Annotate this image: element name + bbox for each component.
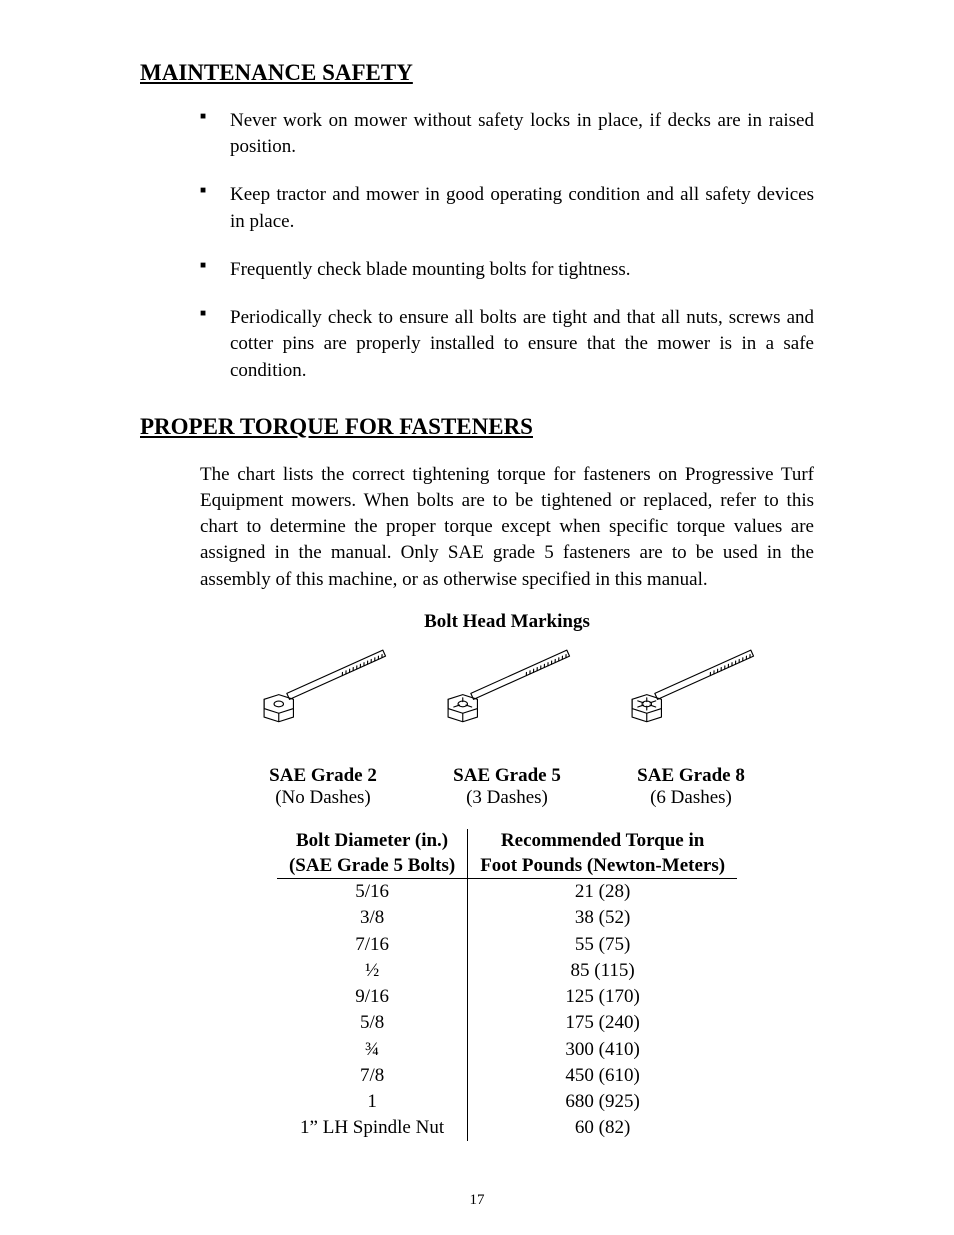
table-header-torque: Recommended Torque in Foot Pounds (Newto… (468, 829, 737, 879)
table-row: ½ 85 (115) (277, 958, 737, 984)
torque-table: Bolt Diameter (in.) (SAE Grade 5 Bolts) … (277, 829, 737, 1142)
bullet-item: Periodically check to ensure all bolts a… (200, 305, 814, 384)
cell-torque: 60 (82) (468, 1115, 737, 1141)
cell-torque: 680 (925) (468, 1089, 737, 1115)
table-row: 5/8 175 (240) (277, 1010, 737, 1036)
cell-diameter: 5/8 (277, 1010, 468, 1036)
bolt-grade-sublabel: (3 Dashes) (427, 787, 587, 809)
cell-diameter: 9/16 (277, 984, 468, 1010)
bolt-icon (243, 637, 403, 737)
table-row: 1” LH Spindle Nut 60 (82) (277, 1115, 737, 1141)
table-row: 3/8 38 (52) (277, 905, 737, 931)
bolt-diagram-item: SAE Grade 2 (No Dashes) (243, 637, 403, 809)
cell-diameter: ¾ (277, 1037, 468, 1063)
table-row: ¾ 300 (410) (277, 1037, 737, 1063)
cell-torque: 175 (240) (468, 1010, 737, 1036)
manual-page: MAINTENANCE SAFETY Never work on mower w… (0, 0, 954, 1235)
table-row: 7/8 450 (610) (277, 1063, 737, 1089)
bolt-diagram-item: SAE Grade 5 (3 Dashes) (427, 637, 587, 809)
maintenance-bullets: Never work on mower without safety locks… (140, 108, 814, 384)
cell-torque: 450 (610) (468, 1063, 737, 1089)
table-row: 9/16 125 (170) (277, 984, 737, 1010)
page-number: 17 (0, 1192, 954, 1209)
bolt-diagram-section: Bolt Head Markings SAE Grade 2 (No Dashe… (200, 611, 814, 1142)
table-row: 7/16 55 (75) (277, 932, 737, 958)
cell-diameter: 3/8 (277, 905, 468, 931)
cell-torque: 38 (52) (468, 905, 737, 931)
torque-heading: PROPER TORQUE FOR FASTENERS (140, 414, 814, 440)
table-header-text: (SAE Grade 5 Bolts) (289, 855, 455, 876)
cell-torque: 125 (170) (468, 984, 737, 1010)
torque-paragraph: The chart lists the correct tightening t… (200, 462, 814, 593)
bolt-grade-label: SAE Grade 5 (427, 765, 587, 787)
bolt-grade-sublabel: (6 Dashes) (611, 787, 771, 809)
cell-diameter: 7/16 (277, 932, 468, 958)
bolt-grade-label: SAE Grade 2 (243, 765, 403, 787)
bolt-grade-sublabel: (No Dashes) (243, 787, 403, 809)
table-row: 1 680 (925) (277, 1089, 737, 1115)
cell-diameter: 5/16 (277, 879, 468, 906)
bullet-item: Keep tractor and mower in good operating… (200, 182, 814, 234)
bolt-grade-label: SAE Grade 8 (611, 765, 771, 787)
bolt-diagram-row: SAE Grade 2 (No Dashes) SAE Grade 5 (3 D… (200, 637, 814, 809)
table-row: 5/16 21 (28) (277, 879, 737, 906)
bullet-item: Never work on mower without safety locks… (200, 108, 814, 160)
table-header-text: Foot Pounds (Newton-Meters) (480, 855, 725, 876)
cell-diameter: 1 (277, 1089, 468, 1115)
cell-torque: 21 (28) (468, 879, 737, 906)
cell-diameter: ½ (277, 958, 468, 984)
cell-torque: 85 (115) (468, 958, 737, 984)
maintenance-heading: MAINTENANCE SAFETY (140, 60, 814, 86)
table-header-diameter: Bolt Diameter (in.) (SAE Grade 5 Bolts) (277, 829, 468, 879)
cell-torque: 55 (75) (468, 932, 737, 958)
table-header-text: Recommended Torque in (501, 830, 704, 851)
cell-torque: 300 (410) (468, 1037, 737, 1063)
bolt-diagram-title: Bolt Head Markings (200, 611, 814, 633)
bolt-icon (427, 637, 587, 737)
table-header-text: Bolt Diameter (in.) (296, 830, 448, 851)
bolt-icon (611, 637, 771, 737)
bullet-item: Frequently check blade mounting bolts fo… (200, 257, 814, 283)
bolt-diagram-item: SAE Grade 8 (6 Dashes) (611, 637, 771, 809)
cell-diameter: 7/8 (277, 1063, 468, 1089)
cell-diameter: 1” LH Spindle Nut (277, 1115, 468, 1141)
torque-table-body: 5/16 21 (28) 3/8 38 (52) 7/16 55 (75) ½ … (277, 879, 737, 1142)
